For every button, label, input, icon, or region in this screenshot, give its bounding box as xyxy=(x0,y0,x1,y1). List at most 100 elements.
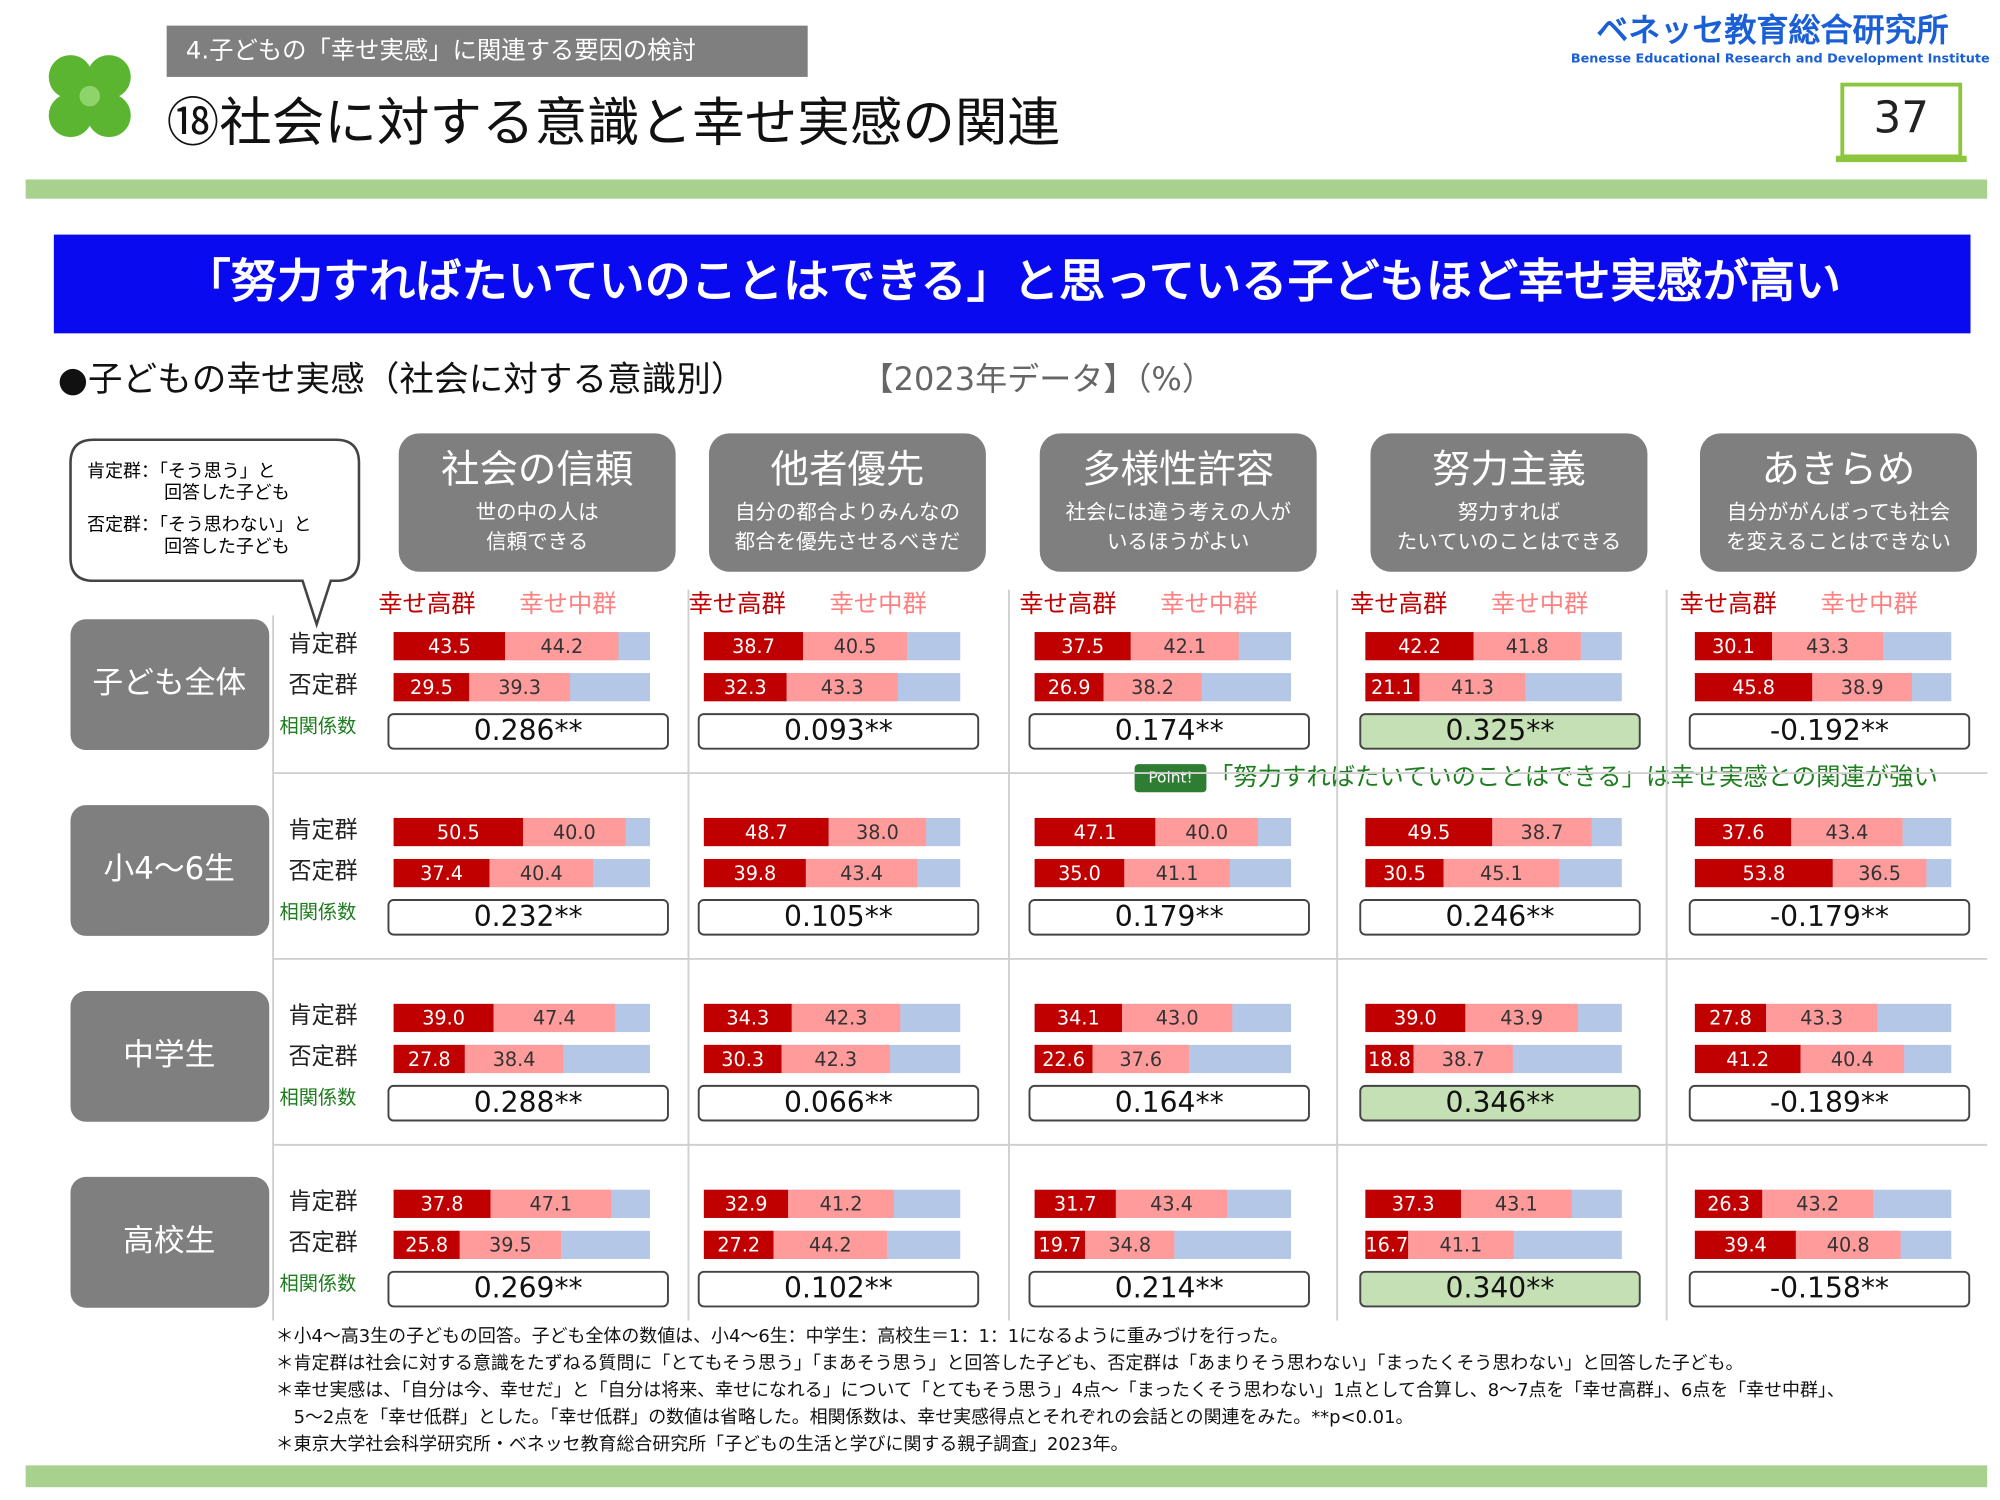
corr-box xyxy=(1688,1084,1971,1122)
row-label: 相関係数 xyxy=(279,714,356,737)
column-desc: 社会には違う考えの人が xyxy=(1065,500,1291,524)
series-label: 幸せ高群 xyxy=(378,589,475,618)
corr-value: -0.189** xyxy=(1770,1086,1889,1119)
column-header-box xyxy=(1370,433,1648,572)
bar-label: 41.1 xyxy=(1156,862,1199,885)
group-box xyxy=(70,1176,270,1308)
bar-label: 41.1 xyxy=(1439,1234,1482,1257)
bar-label: 42.3 xyxy=(814,1048,857,1071)
section: 4.子どもの「幸せ実感」に関連する要因の検討 xyxy=(186,35,696,64)
bar-label: 19.7 xyxy=(1038,1234,1081,1257)
corr-box xyxy=(387,1084,669,1122)
row-label: 相関係数 xyxy=(279,1086,356,1109)
bar-mid xyxy=(1155,817,1258,847)
bar-mid xyxy=(1772,632,1884,661)
bar-label: 37.4 xyxy=(420,862,463,885)
corr-value: 0.102** xyxy=(784,1272,893,1305)
bar-label: 38.0 xyxy=(856,821,899,844)
bar-mid xyxy=(1122,1003,1233,1033)
bar-label: 41.3 xyxy=(1451,676,1494,699)
bar-high xyxy=(1034,1230,1086,1259)
bar-label: 43.3 xyxy=(821,676,864,699)
bar-mid xyxy=(1124,858,1230,888)
corr-box xyxy=(697,1084,980,1122)
corr-value: 0.164** xyxy=(1115,1086,1224,1119)
bar-label: 38.9 xyxy=(1841,676,1884,699)
bar-label: 39.8 xyxy=(733,862,776,885)
bar-high xyxy=(703,858,806,888)
bar-label: 39.4 xyxy=(1724,1234,1767,1257)
bar-label: 38.4 xyxy=(493,1048,536,1071)
page-number: 37 xyxy=(1874,94,1929,144)
bar-high xyxy=(393,673,470,702)
group-label: 子ども全体 xyxy=(92,665,246,701)
bar-label: 37.6 xyxy=(1119,1048,1162,1071)
bar-label: 30.3 xyxy=(721,1048,764,1071)
bar-mid xyxy=(773,1230,887,1259)
bar-mid xyxy=(1465,1003,1578,1033)
column-desc: 自分ががんばっても社会 xyxy=(1727,500,1950,524)
bar-mid xyxy=(1443,858,1560,888)
clover xyxy=(48,55,131,138)
corr-value: -0.192** xyxy=(1770,714,1889,747)
bar-label: 27.8 xyxy=(1709,1007,1752,1030)
bar-high xyxy=(1365,1230,1409,1259)
legend-text: 回答した子ども xyxy=(164,536,290,557)
bar-label: 38.2 xyxy=(1131,676,1174,699)
row-label: 相関係数 xyxy=(279,900,356,923)
bar-label: 32.9 xyxy=(725,1193,768,1216)
corr-value: 0.288** xyxy=(474,1086,583,1119)
bar-label: 43.3 xyxy=(1800,1007,1843,1030)
group-label: 高校生 xyxy=(123,1223,215,1259)
bar-label: 40.8 xyxy=(1827,1234,1870,1257)
bar-label: 47.1 xyxy=(1074,821,1117,844)
bar-label: 53.8 xyxy=(1742,862,1785,885)
bar-label: 34.8 xyxy=(1108,1234,1151,1257)
bar-mid xyxy=(1130,632,1239,661)
bar-high xyxy=(1034,1189,1116,1218)
title: ⑱社会に対する意識と幸せ実感の関連 xyxy=(167,92,1060,153)
column-header: 多様性許容 xyxy=(1082,447,1274,492)
column-header-box xyxy=(708,433,986,572)
bar-label: 47.1 xyxy=(529,1193,572,1216)
corr-value: 0.179** xyxy=(1115,900,1224,933)
headline: 「努力すればたいていのことはできる」と思っている子どもほど幸せ実感が高い xyxy=(185,254,1841,308)
point-badge xyxy=(1134,764,1207,793)
bar-label: 41.2 xyxy=(820,1193,863,1216)
bar-mid xyxy=(1800,1044,1905,1074)
bar-label: 31.7 xyxy=(1054,1193,1097,1216)
bar-mid xyxy=(505,632,619,661)
bar-high xyxy=(703,1003,792,1033)
bar-label: 43.9 xyxy=(1500,1007,1543,1030)
bar-label: 39.5 xyxy=(489,1234,532,1257)
bar-mid xyxy=(1762,1189,1874,1218)
series-label: 幸せ中群 xyxy=(1491,589,1588,618)
bar-label: 43.0 xyxy=(1156,1007,1199,1030)
row-label: 相関係数 xyxy=(279,1272,356,1295)
row-label: 否定群 xyxy=(288,858,357,884)
bar-label: 39.3 xyxy=(498,676,541,699)
corr-box xyxy=(387,1270,669,1308)
bar-label: 21.1 xyxy=(1371,676,1414,699)
bar-label: 50.5 xyxy=(437,821,480,844)
bar-high xyxy=(1365,632,1474,661)
bar-mid xyxy=(788,1189,894,1218)
column-desc: 世の中の人は xyxy=(476,500,599,524)
column-desc: 努力すれば xyxy=(1458,500,1560,524)
bar-high xyxy=(1694,1044,1801,1074)
bar-high xyxy=(1365,1189,1462,1218)
bar-high xyxy=(1694,673,1813,702)
series-label: 幸せ中群 xyxy=(519,589,616,618)
bar-label: 30.1 xyxy=(1712,635,1755,658)
bar-label: 26.3 xyxy=(1707,1193,1750,1216)
bar-mid xyxy=(489,858,594,888)
corr-value: 0.066** xyxy=(784,1086,893,1119)
bar-high xyxy=(1694,632,1773,661)
column-header: 努力主義 xyxy=(1432,447,1586,492)
column-header-box xyxy=(398,433,676,572)
bar-mid xyxy=(459,1230,562,1259)
row-label: 肯定群 xyxy=(288,817,357,843)
bar-mid xyxy=(1092,1044,1189,1074)
corr-value: 0.269** xyxy=(474,1272,583,1305)
